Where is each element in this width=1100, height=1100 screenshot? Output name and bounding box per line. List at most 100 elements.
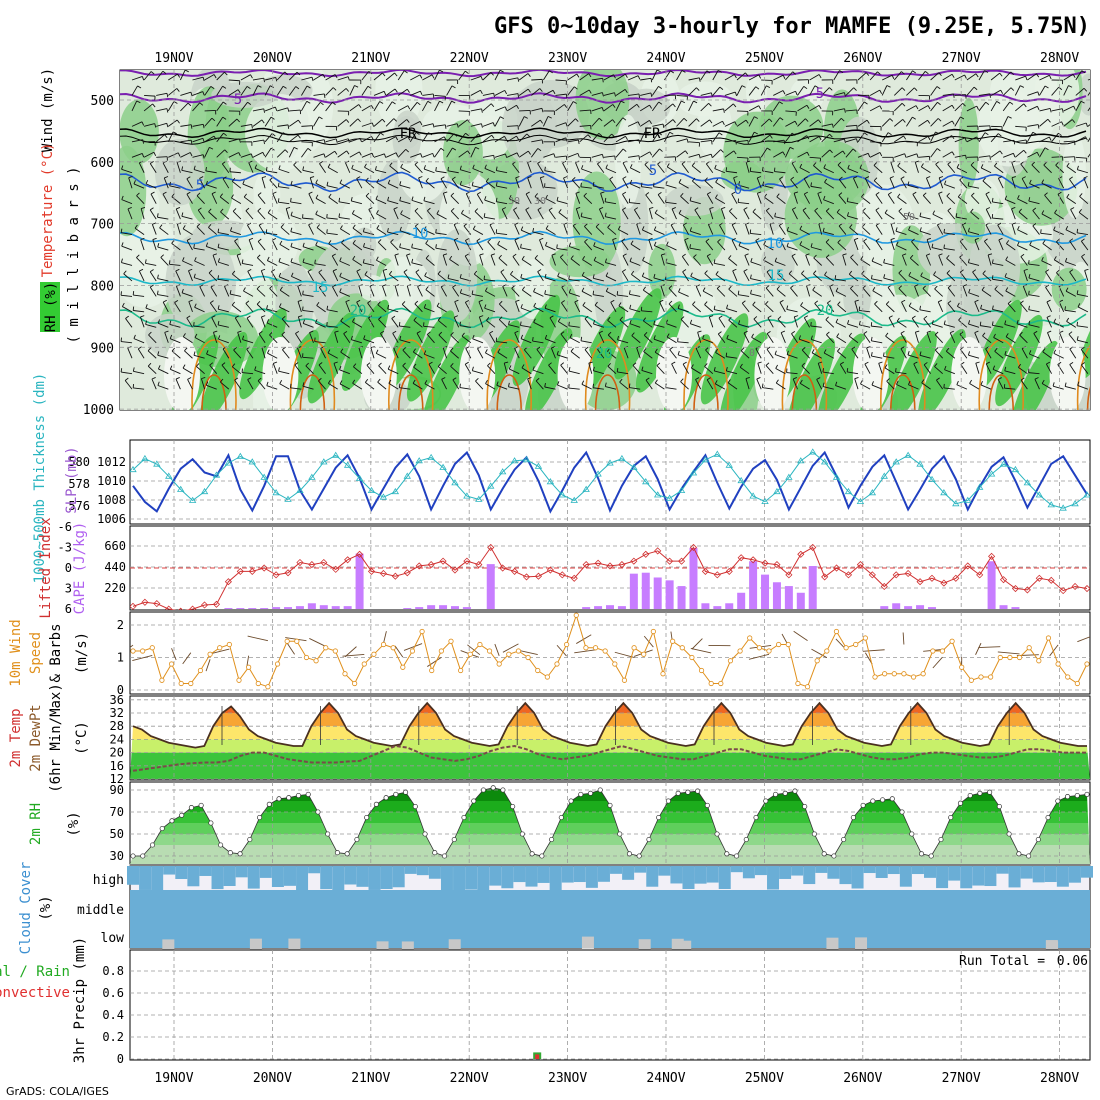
upper-wind-barb [523,349,532,359]
upper-wind-barb-flag [328,240,332,244]
upper-wind-barb [228,89,239,96]
upper-wind-barb [326,309,338,313]
upper-wind-barb [520,338,532,344]
upper-wind-barb-flag [934,285,938,290]
rh-marker [860,802,866,808]
rh-marker [665,798,671,804]
upper-wind-barb-flag [682,361,687,365]
upper-wind-barb-flag [273,361,278,364]
upper-wind-barb [621,240,629,251]
upper-wind-barb-flag [1057,191,1062,195]
upper-wind-barb-flag [878,361,883,364]
upper-wind-barb-flag [619,378,623,383]
upper-wind-barb-flag [692,177,696,182]
upper-wind-barb [313,116,320,127]
upper-wind-barb [985,224,992,235]
upper-wind-barb [437,319,447,328]
upper-wind-barb-flag [624,73,628,78]
upper-wind-barb [862,287,871,297]
upper-wind-barb-flag [140,237,145,241]
upper-wind-barb-flag [176,119,180,124]
li-marker [1059,587,1067,595]
upper-wind-barb-flag [875,207,880,211]
upper-wind-barb [688,153,700,158]
upper-wind-barb-flag [147,347,152,352]
upper-wind-barb-flag [568,367,571,372]
upper-wind-barb-flag [1054,209,1058,214]
upper-wind-barb-flag [873,162,877,166]
upper-wind-barb [714,370,726,375]
upper-wind-barb [423,325,435,328]
upper-wind-barb [218,261,229,266]
rh-shade-blob [120,145,147,237]
rh-marker [870,798,876,804]
upper-wind-barb [425,258,435,266]
upper-wind-barb [930,131,936,143]
li-marker [499,564,507,572]
upper-wind-barb-flag [210,86,215,90]
upper-wind-barb-flag [743,330,748,334]
upper-wind-barb [943,232,955,236]
upper-wind-barb [555,122,567,127]
upper-wind-barb-flag [473,270,478,275]
upper-wind-barb [887,287,895,297]
upper-wind-barb-flag [911,238,915,242]
upper-wind-barb-flag [874,300,878,305]
upper-wind-barb [593,323,605,328]
upper-wind-barb [515,301,520,313]
rh-moist-band [1078,288,1090,380]
upper-wind-barb-flag [947,207,952,211]
upper-wind-barb-flag [558,209,562,213]
upper-wind-barb [847,201,859,205]
upper-wind-barb-flag [364,163,367,168]
upper-wind-barb-flag [164,134,168,139]
cloud-high-column [283,866,296,886]
upper-wind-barb-flag [669,346,674,350]
upper-wind-barb-flag [739,363,743,368]
upper-wind-barb-flag [1007,116,1012,119]
upper-wind-barb-flag [638,155,641,160]
upper-wind-barb [156,108,168,112]
axis-tick: 28 [110,719,124,733]
upper-wind-barb [1004,370,1016,375]
upper-wind-barb [278,201,290,205]
upper-wind-barb [914,162,919,173]
upper-wind-barb [460,169,471,174]
upper-wind-barb [1042,351,1052,359]
upper-wind-barb-flag [617,225,621,230]
upper-wind-barb-flag [991,275,994,280]
upper-wind-barb-flag [157,351,160,356]
upper-wind-barb-flag [380,330,385,334]
upper-wind-barb-flag [369,284,374,287]
upper-wind-barb [726,338,738,344]
upper-wind-barb-flag [938,253,943,256]
upper-wind-barb [816,379,823,390]
upper-wind-barb-flag [399,196,402,201]
upper-wind-barb-flag [831,123,834,128]
thickness-marker [487,482,495,489]
wind-speed-marker [1045,635,1052,641]
upper-wind-barb-flag [1081,362,1085,366]
upper-wind-barb [1040,232,1052,236]
upper-wind-barb [814,210,823,220]
surface-wind-barb [862,649,885,652]
cape-bar [450,606,459,609]
upper-wind-barb [157,216,169,220]
rh-moist-band [918,328,966,410]
upper-wind-barb-flag [423,196,426,201]
upper-wind-barb-flag [1069,176,1073,180]
upper-wind-barb [302,310,314,313]
upper-wind-barb-flag [1069,238,1074,242]
axis-tick: 12 [110,772,124,786]
rh-marker [208,820,214,826]
cloud-high-column [1056,866,1069,887]
li-marker [427,561,435,569]
surface-wind-panel: 210 10m Wind Speed & Barbs (m/s) [8,611,1091,697]
thickness-marker [522,456,531,463]
upper-wind-barb [1003,139,1015,143]
wind-tick-labels: 210 [117,618,124,697]
upper-wind-barb [697,332,702,343]
upper-wind-barb [775,382,786,390]
upper-wind-barb [790,287,798,297]
upper-wind-barb [569,246,580,251]
